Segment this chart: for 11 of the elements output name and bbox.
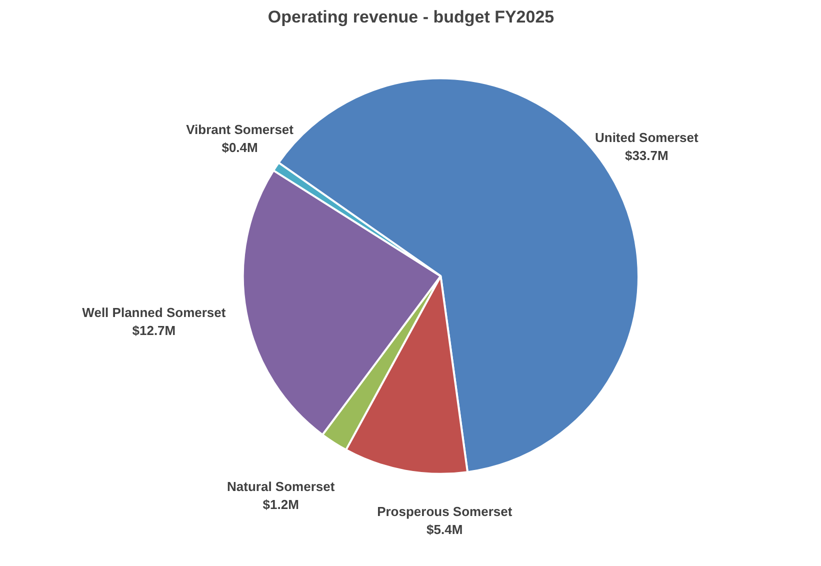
slice-label: Well Planned Somerset	[82, 304, 226, 320]
data-label: $33.7M	[624, 148, 668, 164]
slice-label: Prosperous Somerset	[377, 504, 513, 520]
slice-label: Natural Somerset	[227, 479, 336, 494]
data-label: $5.4M	[426, 522, 463, 538]
chart-title: Operating revenue - budget FY2025	[268, 8, 554, 26]
slice-label: United Somerset	[594, 130, 699, 146]
data-label: $12.7M	[132, 322, 176, 338]
slice-label: Vibrant Somerset	[186, 122, 294, 137]
data-label: $0.4M	[222, 140, 258, 155]
data-label: $1.2M	[262, 497, 299, 512]
